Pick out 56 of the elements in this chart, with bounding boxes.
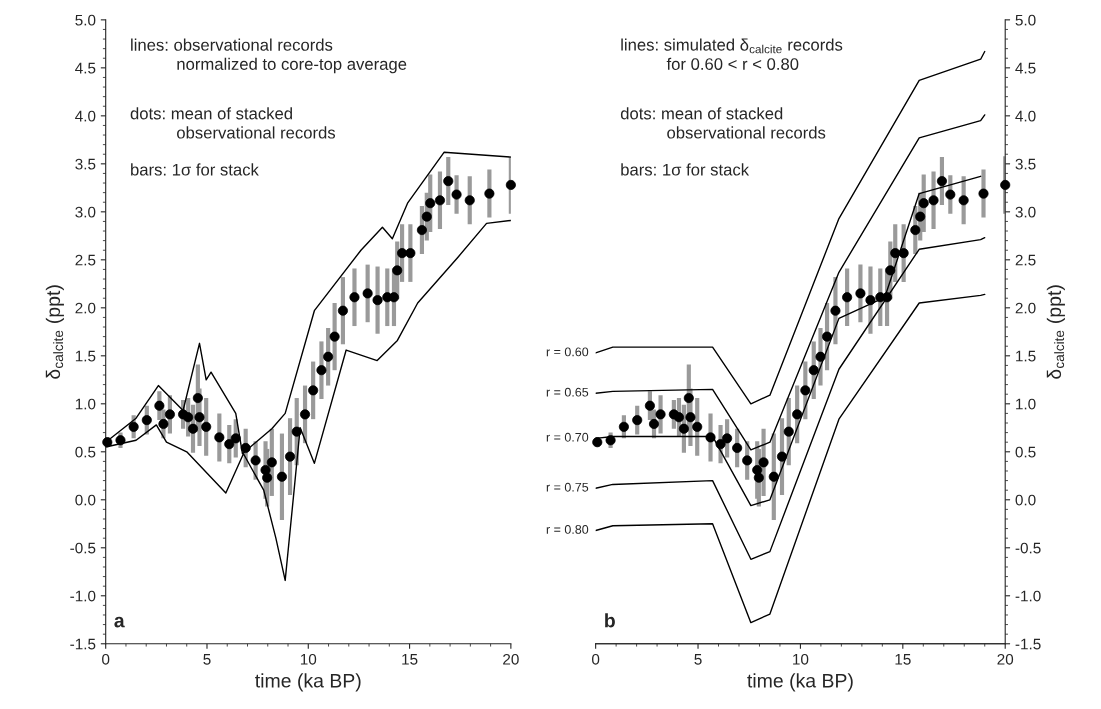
y-tick-label: 2.0 (75, 302, 96, 314)
y-tick-label: 5.0 (75, 14, 96, 26)
y2-tick-label: 2.5 (1015, 254, 1036, 266)
x-tick-label: 15 (402, 654, 418, 665)
x-tick-label: 10 (793, 653, 809, 665)
annotation: lines: observational records normalized to core-top average (131, 38, 407, 74)
y2-tick-label: 0.5 (1015, 446, 1036, 458)
x-tick-label: 10 (300, 653, 317, 665)
y-tick-label: 1.5 (75, 350, 96, 362)
y-tick-label: -1.5 (70, 638, 96, 650)
x-tick-label: 5 (203, 654, 211, 665)
y2-axis-title: δ$_{calcite}$ (ppt) (1046, 285, 1065, 379)
y-tick-label: 3.5 (75, 158, 96, 170)
y2-tick-label: 5.0 (1015, 14, 1036, 26)
y-tick-label: -1.0 (70, 590, 96, 602)
x-tick-label: 20 (503, 653, 519, 665)
series-label: r = 0.80 (546, 525, 589, 534)
annotation: bars: 1σ for stack (131, 163, 259, 176)
annotation: b (605, 613, 615, 628)
x-tick-label: 20 (997, 653, 1014, 665)
x-tick-label: 5 (694, 654, 702, 665)
y-tick-label: 0.0 (75, 494, 96, 506)
series-label: r = 0.75 (546, 482, 589, 492)
y2-tick-label: -1.5 (1015, 638, 1041, 650)
y2-tick-label: -1.0 (1015, 590, 1041, 602)
y2-tick-label: 1.0 (1016, 398, 1036, 410)
y-tick-label: 4.5 (75, 62, 96, 74)
x-tick-label: 15 (895, 654, 911, 665)
y2-tick-label: -0.5 (1015, 542, 1041, 554)
y-tick-label: 2.5 (75, 254, 96, 266)
y-tick-label: 0.5 (75, 446, 96, 458)
series-label: r = 0.60 (546, 347, 589, 357)
series-label: r = 0.65 (546, 387, 589, 397)
y2-tick-label: 0.0 (1015, 494, 1036, 506)
line-series (595, 237, 986, 560)
y2-tick-label: 3.0 (1015, 206, 1036, 218)
annotation: dots: mean of stacked observational records (130, 107, 336, 139)
annotation: lines: simulated δ$_{calcite}$ records for 0.60 < r < 0.80 (621, 38, 843, 70)
annotation: a (114, 616, 125, 628)
y2-tick-label: 4.5 (1015, 62, 1036, 74)
y-axis-title: δ$_{calcite}$ (ppt) (45, 285, 64, 379)
x-axis-title: time (ka BP) (255, 673, 361, 692)
y-tick-label: 4.0 (75, 110, 96, 122)
y-tick-label: 3.0 (75, 206, 96, 218)
y2-tick-label: 1.5 (1016, 350, 1036, 362)
annotation: bars: 1σ for stack (621, 163, 750, 176)
x-axis-title: time (ka BP) (747, 673, 853, 692)
y-tick-label: 1.0 (75, 398, 96, 410)
series-label: r = 0.70 (546, 432, 589, 442)
annotation: dots: mean of stacked observational records (620, 107, 826, 139)
y2-tick-label: 4.0 (1015, 110, 1036, 122)
y2-tick-label: 3.5 (1015, 158, 1036, 170)
x-tick-label: 0 (102, 653, 110, 665)
y-tick-label: -0.5 (70, 542, 96, 554)
y2-tick-label: 2.0 (1015, 302, 1036, 314)
x-tick-label: 0 (591, 653, 600, 665)
